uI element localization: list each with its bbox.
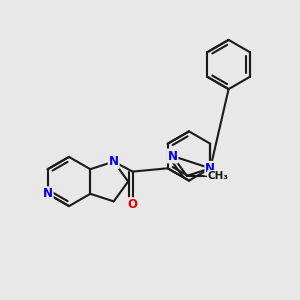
Text: N: N (109, 155, 119, 168)
Text: N: N (205, 162, 215, 175)
Text: CH₃: CH₃ (208, 171, 229, 181)
Text: O: O (128, 198, 138, 211)
Text: N: N (167, 149, 177, 163)
Text: N: N (43, 187, 53, 200)
